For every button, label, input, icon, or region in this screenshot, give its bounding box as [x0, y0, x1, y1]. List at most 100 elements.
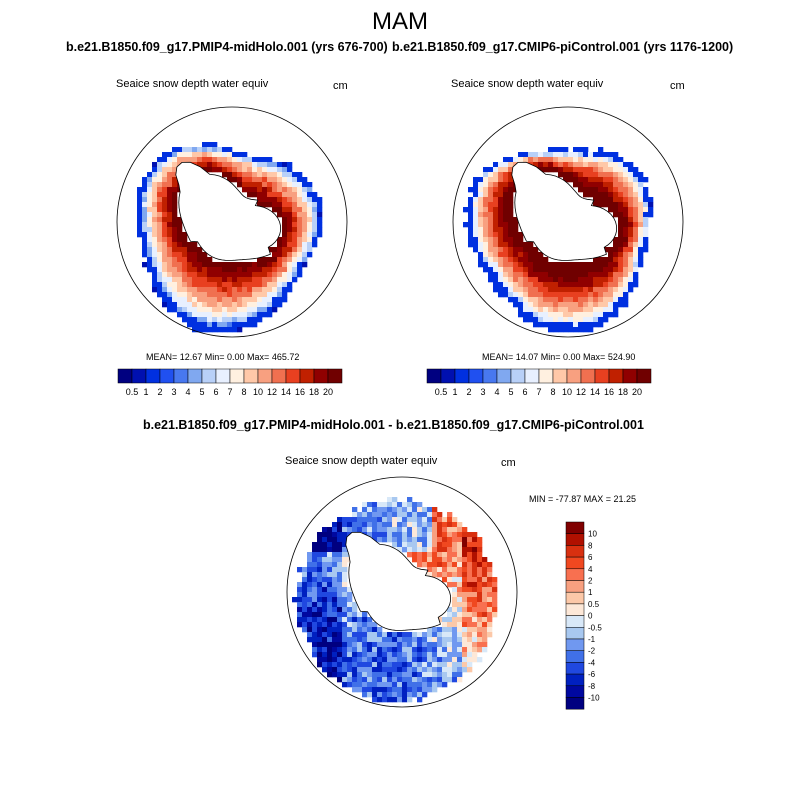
- antarctica-coastline: [175, 161, 281, 261]
- colorbar-tick-label: -2: [588, 647, 596, 656]
- colorbar-tick-label: 0.5: [588, 600, 600, 609]
- diff-min-max: MIN = -77.87 MAX = 21.25: [529, 494, 637, 504]
- colorbar-swatch: [565, 556, 585, 570]
- colorbar-swatch: [565, 673, 585, 687]
- left-polar-map: [116, 106, 348, 338]
- colorbar-swatch: [566, 368, 582, 384]
- colorbar-swatch: [145, 368, 161, 384]
- colorbar-tick-label: 1: [452, 387, 457, 397]
- diff-polar-map: [286, 476, 518, 708]
- right-colorbar: 0.5 1 2 3 4 5 6 7 8 10 12 14 16 18 20: [426, 368, 652, 397]
- colorbar-tick-label: 14: [590, 387, 600, 397]
- diff-colorbar: 10 8 6 4 2 1 0.5 0 -0.5 -1 -2 -4 -6 -8 -10: [565, 521, 602, 710]
- snow-depth-cells: [463, 147, 654, 333]
- antarctica-coastline: [345, 531, 451, 631]
- colorbar-swatch: [201, 368, 217, 384]
- colorbar-tick-label: 2: [157, 387, 162, 397]
- page-title: MAM: [372, 8, 428, 35]
- colorbar-tick-label: 14: [281, 387, 291, 397]
- colorbar-swatch: [299, 368, 315, 384]
- colorbar-swatch: [580, 368, 596, 384]
- right-polar-map: [452, 106, 684, 338]
- colorbar-tick-label: 3: [171, 387, 176, 397]
- colorbar-tick-label: -8: [588, 682, 596, 691]
- colorbar-swatch: [594, 368, 610, 384]
- left-stats: MEAN= 12.67 Min= 0.00 Max= 465.72: [146, 352, 300, 362]
- colorbar-tick-label: 8: [550, 387, 555, 397]
- colorbar-tick-label: 4: [494, 387, 499, 397]
- diff-units-label: cm: [501, 457, 516, 469]
- colorbar-tick-label: 10: [562, 387, 572, 397]
- diff-variable-label: Seaice snow depth water equiv: [285, 455, 438, 467]
- left-units-label: cm: [333, 80, 348, 92]
- colorbar-tick-label: 0: [588, 612, 593, 621]
- colorbar-tick-label: 2: [588, 577, 593, 586]
- colorbar-swatch: [215, 368, 231, 384]
- colorbar-tick-label: 0.5: [126, 387, 139, 397]
- colorbar-swatch: [440, 368, 456, 384]
- colorbar-tick-label: 4: [588, 565, 593, 574]
- colorbar-swatch: [565, 627, 585, 640]
- colorbar-swatch: [257, 368, 273, 384]
- colorbar-swatch: [524, 368, 540, 384]
- colorbar-tick-label: -6: [588, 670, 596, 679]
- colorbar-tick-label: 20: [632, 387, 642, 397]
- antarctica-coastline: [511, 161, 617, 261]
- colorbar-tick-label: 4: [185, 387, 190, 397]
- right-stats: MEAN= 14.07 Min= 0.00 Max= 524.90: [482, 352, 636, 362]
- colorbar-tick-label: 12: [576, 387, 586, 397]
- colorbar-tick-label: 20: [323, 387, 333, 397]
- colorbar-swatch: [565, 545, 585, 558]
- colorbar-swatch: [565, 591, 585, 605]
- colorbar-swatch: [510, 368, 526, 384]
- right-units-label: cm: [670, 80, 685, 92]
- colorbar-swatch: [538, 368, 554, 384]
- diff-panel-title: b.e21.B1850.f09_g17.PMIP4-midHolo.001 - …: [143, 418, 644, 432]
- colorbar-tick-label: 10: [588, 530, 597, 539]
- right-panel-title: b.e21.B1850.f09_g17.CMIP6-piControl.001 …: [392, 40, 734, 54]
- colorbar-tick-label: 5: [199, 387, 204, 397]
- colorbar-swatch: [622, 368, 638, 384]
- colorbar-tick-label: 2: [466, 387, 471, 397]
- colorbar-swatch: [565, 638, 585, 651]
- colorbar-tick-label: 7: [227, 387, 232, 397]
- colorbar-swatch: [243, 368, 259, 384]
- colorbar-swatch: [565, 580, 585, 593]
- colorbar-tick-label: 18: [309, 387, 319, 397]
- colorbar-swatch: [285, 368, 301, 384]
- left-panel-title: b.e21.B1850.f09_g17.PMIP4-midHolo.001 (y…: [66, 40, 388, 54]
- colorbar-swatch: [117, 368, 133, 384]
- colorbar-tick-label: 0.5: [435, 387, 448, 397]
- colorbar-tick-label: 6: [588, 553, 593, 562]
- map-boundary-circle: [286, 476, 518, 708]
- colorbar-tick-label: 1: [588, 588, 593, 597]
- colorbar-swatch: [565, 533, 585, 546]
- map-boundary-circle: [116, 106, 348, 338]
- colorbar-swatch: [327, 368, 343, 384]
- left-colorbar: 0.5 1 2 3 4 5 6 7 8 10 12 14 16 18 20: [117, 368, 343, 397]
- colorbar-swatch: [565, 615, 585, 628]
- colorbar-swatch: [426, 368, 442, 384]
- colorbar-swatch: [313, 368, 329, 384]
- colorbar-swatch: [496, 368, 512, 384]
- colorbar-swatch: [636, 368, 652, 384]
- colorbar-tick-label: 16: [295, 387, 305, 397]
- colorbar-swatch: [131, 368, 147, 384]
- right-variable-label: Seaice snow depth water equiv: [451, 78, 604, 90]
- colorbar-tick-label: 3: [480, 387, 485, 397]
- difference-cells: [292, 497, 498, 703]
- colorbar-tick-label: 6: [213, 387, 218, 397]
- colorbar-tick-label: -0.5: [588, 623, 602, 632]
- colorbar-tick-label: 12: [267, 387, 277, 397]
- colorbar-tick-label: 7: [536, 387, 541, 397]
- colorbar-swatch: [565, 697, 585, 710]
- colorbar-tick-label: 8: [588, 541, 593, 550]
- colorbar-tick-label: 10: [253, 387, 263, 397]
- colorbar-swatch: [565, 662, 585, 675]
- colorbar-tick-label: 18: [618, 387, 628, 397]
- colorbar-swatch: [173, 368, 189, 384]
- colorbar-swatch: [552, 368, 568, 384]
- colorbar-swatch: [229, 368, 245, 384]
- map-boundary-circle: [452, 106, 684, 338]
- colorbar-tick-label: 8: [241, 387, 246, 397]
